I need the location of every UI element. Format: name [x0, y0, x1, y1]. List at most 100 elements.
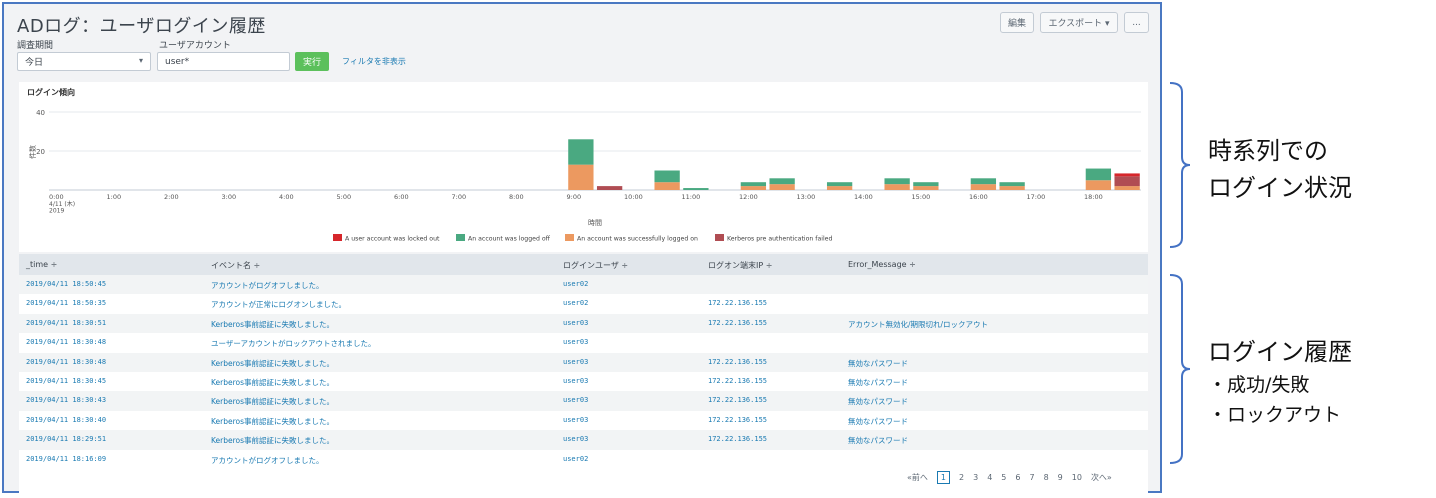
table-row[interactable]: 2019/04/11 18:50:45 アカウントがログオフしました。 user02	[19, 275, 1148, 295]
table-cell: アカウントが正常にログオンしました。	[211, 300, 346, 310]
table-row[interactable]: 2019/04/11 18:29:51 Kerberos事前認証に失敗しました。 u…	[19, 430, 1148, 450]
table-row[interactable]: 2019/04/11 18:30:48 Kerberos事前認証に失敗しました。 u…	[19, 352, 1148, 372]
pager-page-button[interactable]: 7	[1029, 472, 1035, 482]
pager-page-button[interactable]: 4	[987, 472, 993, 482]
bar-segment-logged-off	[683, 188, 709, 190]
table-cell[interactable]: 2019/04/11 18:50:35	[26, 299, 107, 308]
column-header[interactable]: ログオン端末IP ÷	[708, 261, 773, 270]
pager-page-button[interactable]: 1	[936, 470, 950, 484]
pager-page-button[interactable]: 10	[1071, 472, 1082, 482]
table-row[interactable]: 2019/04/11 18:30:51 Kerberos事前認証に失敗しました。 u…	[19, 313, 1148, 334]
bar-segment-logged-off	[568, 139, 594, 165]
table-cell: Kerberos事前認証に失敗しました。	[211, 358, 335, 368]
page-title: ADログ：ユーザログイン履歴	[17, 16, 266, 37]
table-cell: 172.22.136.155	[708, 377, 768, 385]
table-cell[interactable]: 2019/04/11 18:29:51	[26, 435, 107, 444]
bar-segment-logged-off	[1085, 168, 1112, 181]
table-row[interactable]: 2019/04/11 18:30:45 Kerberos事前認証に失敗しました。 u…	[19, 372, 1148, 392]
table-note-line3: ・ロックアウト	[1208, 404, 1342, 426]
more-button[interactable]: ...	[1124, 12, 1149, 33]
table-cell: user02	[563, 280, 589, 288]
table-cell[interactable]: 2019/04/11 18:30:48	[26, 338, 107, 347]
table-cell: アカウント無効化/期限切れ/ロックアウト	[848, 319, 989, 329]
table-cell: 無効なパスワード	[848, 358, 908, 368]
bar-segment-locked-out	[1114, 173, 1140, 177]
table-cell[interactable]: 2019/04/11 18:30:43	[26, 396, 107, 405]
column-header[interactable]: _time ÷	[26, 260, 58, 269]
y-tick-label: 40	[36, 109, 45, 117]
table-row[interactable]: 2019/04/11 18:30:43 Kerberos事前認証に失敗しました。 u…	[19, 391, 1148, 411]
table-cell: user03	[563, 377, 589, 385]
table-cell: Kerberos事前認証に失敗しました。	[211, 378, 335, 387]
bar-segment-logged-on	[654, 182, 680, 190]
pager-page-button[interactable]: 5	[1001, 472, 1007, 482]
x-tick-label: 4:00	[279, 193, 294, 201]
table-note-line1: ログイン履歴	[1208, 338, 1352, 366]
table-cell: アカウントがログオフしました。	[211, 455, 324, 465]
edit-button[interactable]: 編集	[1000, 12, 1034, 33]
bar-segment-logged-on	[740, 186, 767, 190]
x-tick-label: 3:00	[222, 193, 237, 201]
pagination: «前へ 1 2 3 4 5 6 7 8 9 10 次へ»	[907, 469, 1121, 485]
table-cell: user03	[563, 357, 589, 366]
legend-label: Kerberos pre authentication failed	[727, 236, 832, 243]
bar-segment-logged-on	[1085, 180, 1112, 190]
column-header[interactable]: ログインユーザ ÷	[563, 261, 629, 270]
pager-page-button[interactable]: 8	[1043, 472, 1049, 482]
export-button[interactable]: エクスポート ▾	[1040, 12, 1118, 33]
bar-segment-logged-off	[913, 182, 939, 187]
table-cell: 無効なパスワード	[848, 416, 908, 426]
table-cell[interactable]: 2019/04/11 18:30:48	[26, 357, 107, 366]
table-cell: user02	[563, 299, 589, 308]
table-row[interactable]: 2019/04/11 18:50:35 アカウントが正常にログオンしました。 use…	[19, 294, 1148, 314]
table-cell[interactable]: 2019/04/11 18:30:45	[26, 377, 107, 385]
x-tick-label: 10:00	[624, 193, 643, 201]
pager-next-button[interactable]: 次へ»	[1090, 472, 1112, 482]
table-cell[interactable]: 2019/04/11 18:30:40	[26, 415, 107, 424]
bar-segment-kerberos	[1114, 176, 1140, 187]
table-cell[interactable]: 2019/04/11 18:50:45	[26, 280, 107, 288]
hide-filter-link[interactable]: フィルタを非表示	[342, 57, 406, 66]
bar-segment-logged-on	[970, 184, 997, 190]
pager-page-button[interactable]: 2	[959, 472, 965, 482]
column-header[interactable]: イベント名 ÷	[211, 261, 261, 270]
bar-segment-logged-on	[568, 164, 594, 190]
pager-prev-button[interactable]: «前へ	[907, 472, 928, 482]
run-button[interactable]: 実行	[295, 52, 329, 71]
table-row[interactable]: 2019/04/11 18:16:09 アカウントがログオフしました。 user02	[19, 449, 1148, 469]
table-cell: 無効なパスワード	[848, 436, 908, 446]
table-cell[interactable]: 2019/04/11 18:30:51	[26, 318, 107, 327]
pager-page-button[interactable]: 6	[1015, 472, 1021, 482]
table-cell: user03	[563, 318, 589, 327]
period-select[interactable]: 今日 ▾	[17, 52, 151, 71]
x-tick-label: 16:00	[969, 193, 988, 201]
x-tick-label: 18:00	[1084, 193, 1103, 201]
legend-swatch	[565, 234, 574, 241]
table-cell: アカウントがログオフしました。	[211, 281, 324, 290]
bar-segment-logged-on	[913, 186, 939, 190]
bar-segment-logged-on	[826, 186, 853, 190]
bar-segment-logged-off	[654, 170, 680, 183]
bar-segment-logged-on	[1114, 186, 1140, 190]
bar-segment-logged-off	[826, 182, 853, 187]
chart-bracket	[1169, 82, 1191, 248]
pager-page-button[interactable]: 9	[1057, 472, 1063, 482]
chart-title: ログイン傾向	[27, 88, 75, 97]
table-cell[interactable]: 2019/04/11 18:16:09	[26, 454, 107, 463]
x-tick-label: 17:00	[1027, 193, 1046, 201]
table-cell: user03	[563, 435, 589, 444]
pager-page-button[interactable]: 3	[973, 472, 979, 482]
account-input[interactable]: user*	[157, 52, 290, 71]
table-row[interactable]: 2019/04/11 18:30:48 ユーザーアカウントがロックアウトされました…	[19, 333, 1148, 353]
x-tick-label: 15:00	[912, 193, 931, 201]
x-tick-label: 12:00	[739, 193, 758, 201]
x-tick-label: 5:00	[337, 193, 352, 201]
chart-note-line2: ログイン状況	[1208, 174, 1352, 202]
dashboard-frame: ADログ：ユーザログイン履歴 編集 エクスポート ▾ ... 調査期間 ユーザア…	[2, 2, 1162, 494]
x-tick-label: 8:00	[509, 193, 524, 201]
table-row[interactable]: 2019/04/11 18:30:40 Kerberos事前認証に失敗しました。 u…	[19, 410, 1148, 431]
table-cell: 172.22.136.155	[708, 396, 768, 405]
column-header[interactable]: Error_Message ÷	[848, 260, 916, 269]
table-cell: user03	[563, 396, 589, 405]
